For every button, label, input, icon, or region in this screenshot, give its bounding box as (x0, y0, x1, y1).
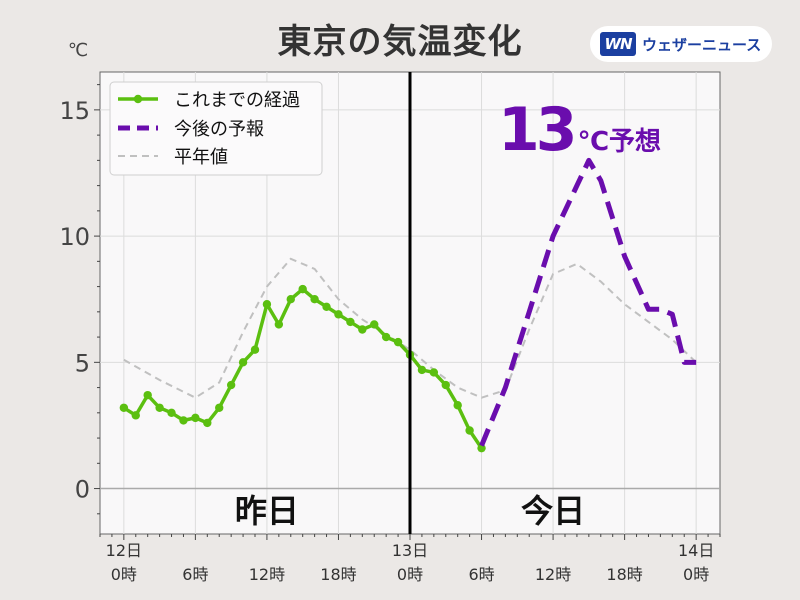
x-tick-label: 6時 (182, 565, 208, 584)
x-tick-date-label: 14日 (678, 541, 714, 560)
data-point-observed (453, 401, 462, 410)
data-point-observed (179, 416, 188, 425)
data-point-observed (381, 332, 391, 342)
x-tick-date-label: 13日 (392, 541, 428, 560)
chart-title: 東京の気温変化 (277, 22, 523, 62)
x-tick-label: 0時 (111, 565, 137, 584)
weathernews-logo[interactable]: WN ウェザーニュース (590, 26, 772, 62)
legend-box (109, 81, 323, 176)
data-point-observed (155, 403, 164, 412)
data-point-observed (262, 300, 272, 309)
y-tick-label: 15 (59, 97, 90, 125)
data-point-observed (119, 403, 129, 412)
data-point-observed (465, 426, 474, 435)
peak-annotation: 13 ℃予想 (498, 95, 661, 165)
data-point-observed (250, 345, 260, 354)
data-point-observed (298, 284, 307, 294)
x-tick-label: 0時 (397, 565, 423, 584)
data-point-observed (310, 295, 319, 304)
y-tick-label: 0 (75, 476, 90, 504)
day-label-yesterday: 昨日 (235, 492, 299, 530)
data-point-observed (226, 380, 236, 390)
data-point-observed (131, 411, 140, 420)
data-point-observed (334, 310, 343, 319)
legend-marker-observed (133, 94, 143, 104)
brand-logo-icon: WN (600, 32, 636, 56)
x-tick-label: 12時 (249, 565, 285, 584)
legend-label-observed: これまでの経過 (174, 90, 300, 111)
x-tick-label: 6時 (468, 565, 494, 584)
y-tick-label: 10 (59, 223, 90, 251)
legend-label-forecast: 今後の予報 (174, 119, 264, 140)
data-point-observed (274, 320, 284, 329)
data-point-observed (370, 320, 379, 329)
data-point-observed (393, 337, 403, 347)
y-axis-unit: ℃ (68, 40, 88, 61)
data-point-observed (417, 365, 427, 375)
x-tick-label: 18時 (320, 565, 356, 584)
data-point-observed (238, 358, 248, 367)
series-forecast-line (479, 157, 697, 447)
data-point-observed (286, 295, 295, 304)
brand-name: ウェザーニュース (642, 35, 762, 54)
data-point-observed (143, 390, 152, 400)
data-point-observed (203, 418, 212, 428)
data-point-observed (358, 325, 367, 334)
y-tick-label: 5 (75, 349, 90, 377)
x-tick-label: 12時 (535, 565, 571, 584)
data-point-observed (441, 380, 450, 390)
series-normal-line (123, 257, 697, 399)
data-point-observed (429, 368, 439, 377)
data-point-observed (322, 302, 331, 311)
data-point-observed (346, 317, 355, 327)
legend-label-normal: 平年値 (174, 147, 228, 168)
day-label-today: 今日 (521, 492, 585, 530)
data-point-observed (191, 413, 200, 423)
data-point-observed (215, 403, 224, 412)
x-tick-label: 0時 (683, 565, 709, 584)
x-tick-label: 18時 (606, 565, 642, 584)
data-point-observed (167, 408, 176, 418)
x-tick-date-label: 12日 (106, 541, 142, 560)
